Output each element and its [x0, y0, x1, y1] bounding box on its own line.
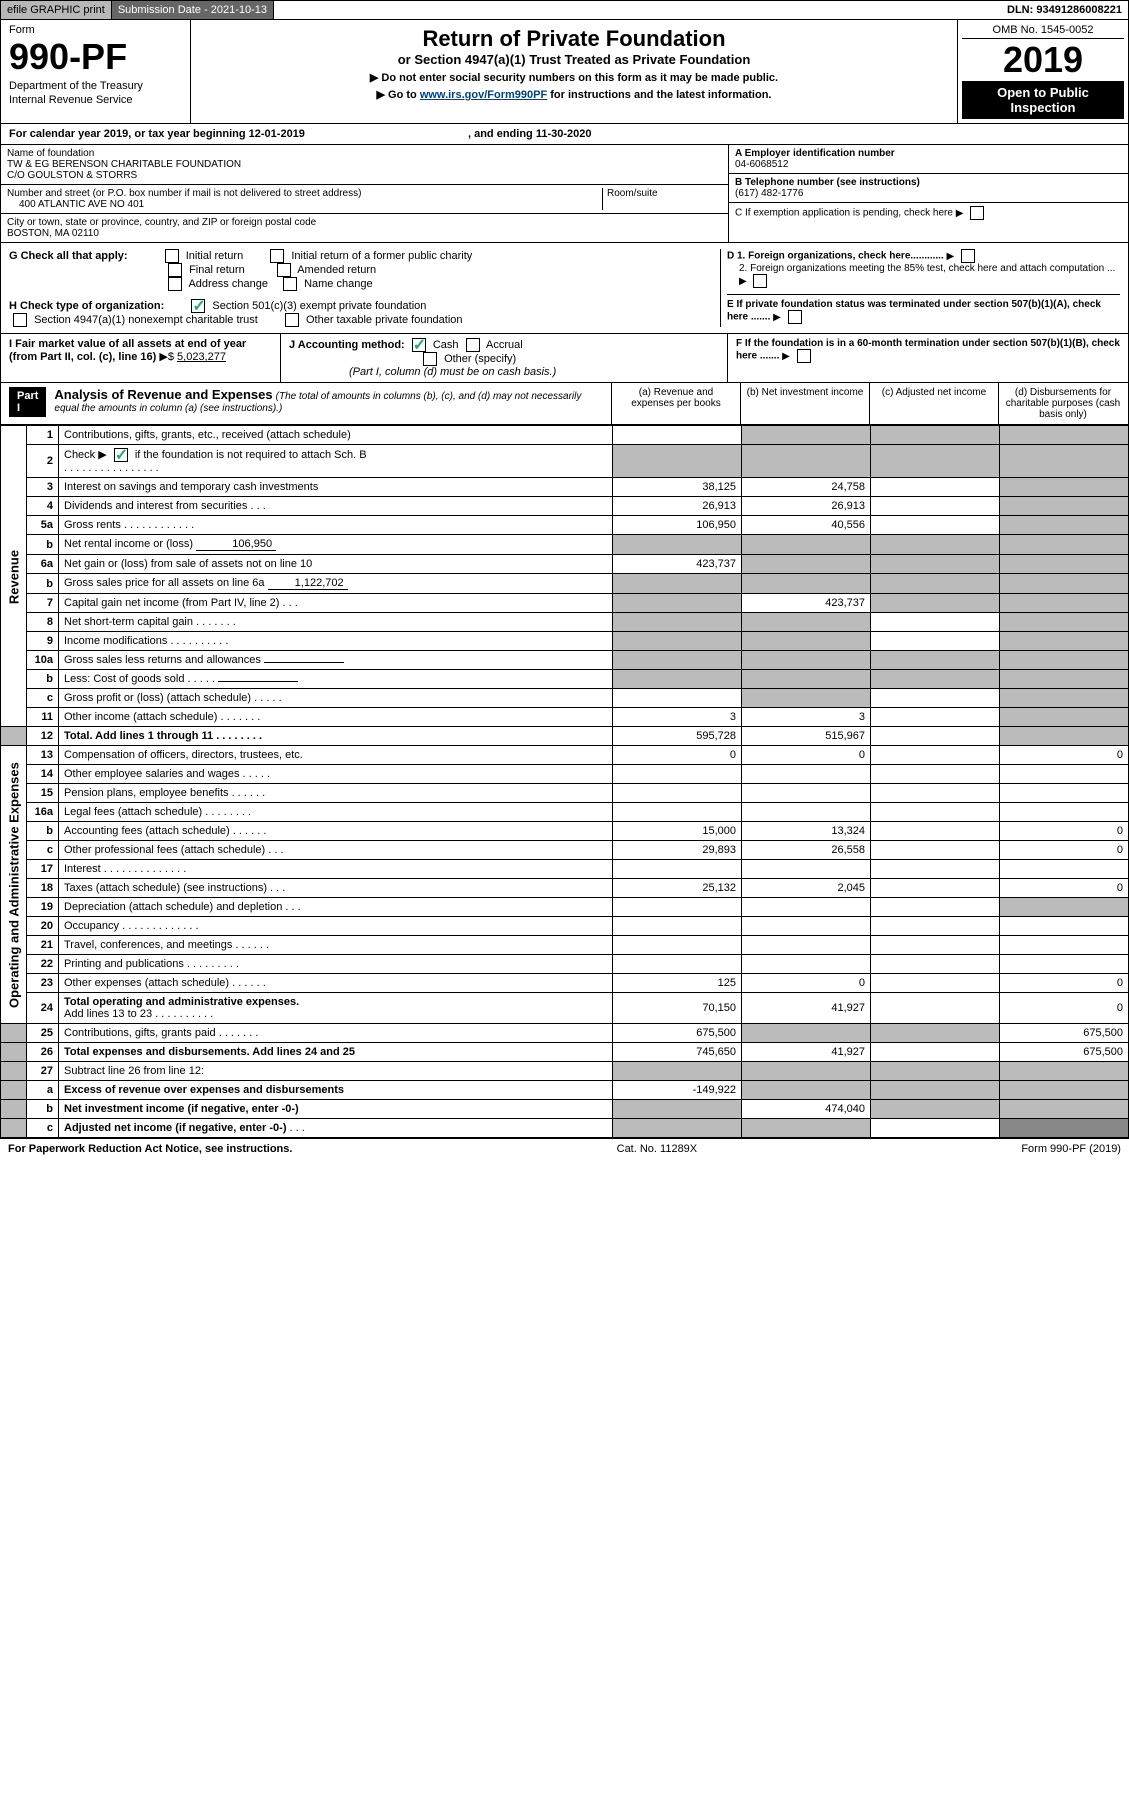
footer-mid: Cat. No. 11289X — [617, 1143, 698, 1155]
efile-label[interactable]: efile GRAPHIC print — [1, 1, 112, 19]
expenses-side: Operating and Administrative Expenses — [1, 746, 27, 1024]
e-label: E If private foundation status was termi… — [727, 299, 1101, 323]
h-label: H Check type of organization: — [9, 300, 164, 312]
g-final-checkbox[interactable] — [168, 263, 182, 277]
note-ssn: ▶ Do not enter social security numbers o… — [197, 71, 951, 84]
submission-date: Submission Date - 2021-10-13 — [112, 1, 274, 19]
irs-link[interactable]: www.irs.gov/Form990PF — [420, 89, 547, 101]
form-number: 990-PF — [9, 36, 182, 78]
calendar-year-row: For calendar year 2019, or tax year begi… — [0, 124, 1129, 145]
fmv-value: 5,023,277 — [177, 351, 226, 363]
j-other-checkbox[interactable] — [423, 352, 437, 366]
part1-label: Part I — [9, 387, 46, 417]
schb-checkbox[interactable] — [114, 448, 128, 462]
irs-label: Internal Revenue Service — [9, 94, 182, 106]
addr-label: Number and street (or P.O. box number if… — [7, 188, 602, 199]
revenue-side: Revenue — [1, 426, 27, 727]
i-j-row: I Fair market value of all assets at end… — [0, 334, 1129, 383]
col-d-header: (d) Disbursements for charitable purpose… — [998, 383, 1127, 424]
d2-checkbox[interactable] — [753, 274, 767, 288]
d1-label: D 1. Foreign organizations, check here..… — [727, 251, 944, 262]
city-state-zip: BOSTON, MA 02110 — [7, 228, 722, 239]
d2-label: 2. Foreign organizations meeting the 85%… — [739, 263, 1115, 274]
note-link: ▶ Go to www.irs.gov/Form990PF for instru… — [197, 88, 951, 101]
ein-label: A Employer identification number — [735, 148, 1122, 159]
info-block: Name of foundation TW & EG BERENSON CHAR… — [0, 145, 1129, 243]
j-note: (Part I, column (d) must be on cash basi… — [349, 366, 556, 378]
tax-year: 2019 — [962, 39, 1124, 81]
f-checkbox[interactable] — [797, 349, 811, 363]
form-title: Return of Private Foundation — [197, 26, 951, 52]
foundation-co: C/O GOULSTON & STORRS — [7, 170, 722, 181]
dln: DLN: 93491286008221 — [1001, 1, 1128, 19]
phone-value: (617) 482-1776 — [735, 188, 1122, 199]
part1-title: Analysis of Revenue and Expenses — [54, 387, 272, 402]
c-checkbox[interactable] — [970, 206, 984, 220]
h-501c3-checkbox[interactable] — [191, 299, 205, 313]
form-header: Form 990-PF Department of the Treasury I… — [0, 20, 1129, 124]
city-label: City or town, state or province, country… — [7, 217, 722, 228]
g-label: G Check all that apply: — [9, 250, 128, 262]
footer-right: Form 990-PF (2019) — [1021, 1143, 1121, 1155]
j-label: J Accounting method: — [289, 339, 405, 351]
foundation-name: TW & EG BERENSON CHARITABLE FOUNDATION — [7, 159, 722, 170]
top-bar: efile GRAPHIC print Submission Date - 20… — [0, 0, 1129, 20]
col-c-header: (c) Adjusted net income — [869, 383, 998, 424]
g-address-checkbox[interactable] — [168, 277, 182, 291]
name-label: Name of foundation — [7, 148, 722, 159]
c-label: C If exemption application is pending, c… — [735, 208, 953, 219]
f-label: F If the foundation is in a 60-month ter… — [736, 338, 1120, 362]
d1-checkbox[interactable] — [961, 249, 975, 263]
omb-number: OMB No. 1545-0052 — [962, 24, 1124, 39]
part1-header-row: Part I Analysis of Revenue and Expenses … — [0, 383, 1129, 425]
h-4947-checkbox[interactable] — [13, 313, 27, 327]
g-name-checkbox[interactable] — [283, 277, 297, 291]
e-checkbox[interactable] — [788, 310, 802, 324]
g-initial-checkbox[interactable] — [165, 249, 179, 263]
col-a-header: (a) Revenue and expenses per books — [611, 383, 740, 424]
main-table: Revenue 1Contributions, gifts, grants, e… — [0, 425, 1129, 1138]
j-cash-checkbox[interactable] — [412, 338, 426, 352]
j-accrual-checkbox[interactable] — [466, 338, 480, 352]
form-label: Form — [9, 24, 182, 36]
footer: For Paperwork Reduction Act Notice, see … — [0, 1138, 1129, 1159]
footer-left: For Paperwork Reduction Act Notice, see … — [8, 1143, 292, 1155]
phone-label: B Telephone number (see instructions) — [735, 177, 1122, 188]
h-other-checkbox[interactable] — [285, 313, 299, 327]
form-subtitle: or Section 4947(a)(1) Trust Treated as P… — [197, 52, 951, 67]
open-public: Open to Public Inspection — [962, 81, 1124, 119]
g-initial-former-checkbox[interactable] — [270, 249, 284, 263]
street-address: 400 ATLANTIC AVE NO 401 — [7, 199, 602, 210]
col-b-header: (b) Net investment income — [740, 383, 869, 424]
dept-treasury: Department of the Treasury — [9, 80, 182, 92]
g-amended-checkbox[interactable] — [277, 263, 291, 277]
ein-value: 04-6068512 — [735, 159, 1122, 170]
room-label: Room/suite — [602, 188, 722, 210]
g-h-row: G Check all that apply: Initial return I… — [0, 243, 1129, 334]
